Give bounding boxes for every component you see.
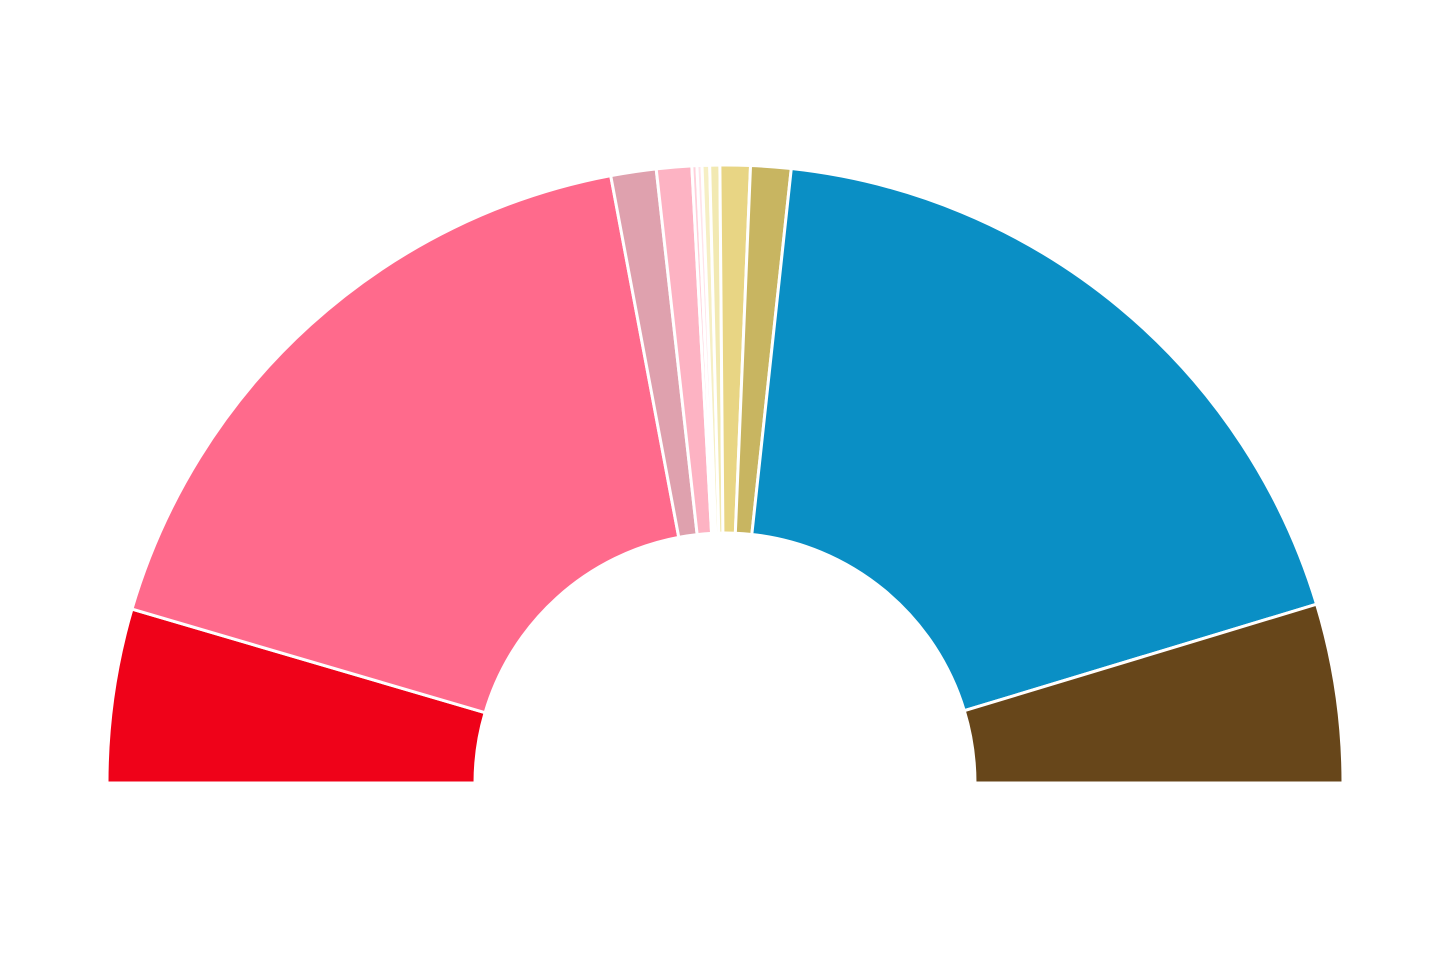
chart-slices: [0, 163, 1440, 960]
baseline-mask: [0, 783, 1440, 960]
chart-slice-11: [750, 166, 1319, 713]
chart-slice-12: [962, 602, 1345, 785]
chart-slice-2: [130, 173, 681, 715]
